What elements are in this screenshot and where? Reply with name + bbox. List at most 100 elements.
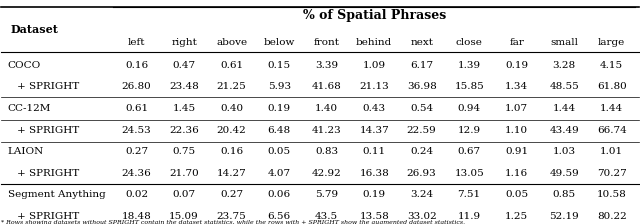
Text: 0.61: 0.61 (220, 61, 243, 70)
Text: 52.19: 52.19 (549, 212, 579, 221)
Text: behind: behind (356, 38, 392, 47)
Text: 21.25: 21.25 (217, 82, 246, 91)
Text: 1.34: 1.34 (505, 82, 528, 91)
Text: * Rows showing datasets without SPRIGHT contain the dataset statistics, while th: * Rows showing datasets without SPRIGHT … (1, 220, 465, 224)
Text: 1.39: 1.39 (458, 61, 481, 70)
Text: 36.98: 36.98 (407, 82, 436, 91)
Text: 1.45: 1.45 (173, 104, 196, 113)
Text: 23.75: 23.75 (217, 212, 246, 221)
Text: 0.43: 0.43 (363, 104, 386, 113)
Text: 10.58: 10.58 (596, 190, 627, 199)
Text: 80.22: 80.22 (596, 212, 627, 221)
Text: 41.23: 41.23 (312, 126, 342, 135)
Text: 6.17: 6.17 (410, 61, 433, 70)
Text: 1.44: 1.44 (600, 104, 623, 113)
Text: 1.09: 1.09 (363, 61, 386, 70)
Text: 33.02: 33.02 (407, 212, 436, 221)
Text: 21.70: 21.70 (170, 169, 199, 178)
Text: 5.93: 5.93 (268, 82, 291, 91)
Text: 0.40: 0.40 (220, 104, 243, 113)
Text: above: above (216, 38, 247, 47)
Text: 0.15: 0.15 (268, 61, 291, 70)
Text: 3.24: 3.24 (410, 190, 433, 199)
Text: 13.05: 13.05 (454, 169, 484, 178)
Text: 6.48: 6.48 (268, 126, 291, 135)
Text: 0.11: 0.11 (363, 147, 386, 156)
Text: 1.40: 1.40 (315, 104, 338, 113)
Text: 66.74: 66.74 (596, 126, 627, 135)
Text: 61.80: 61.80 (596, 82, 627, 91)
Text: 0.27: 0.27 (125, 147, 148, 156)
Text: 0.16: 0.16 (125, 61, 148, 70)
Text: 0.05: 0.05 (268, 147, 291, 156)
Text: small: small (550, 38, 578, 47)
Text: 4.15: 4.15 (600, 61, 623, 70)
Text: 1.10: 1.10 (505, 126, 528, 135)
Text: 0.91: 0.91 (505, 147, 528, 156)
Text: 20.42: 20.42 (217, 126, 246, 135)
Text: LAION: LAION (8, 147, 44, 156)
Text: + SPRIGHT: + SPRIGHT (17, 126, 79, 135)
Text: + SPRIGHT: + SPRIGHT (17, 82, 79, 91)
Text: CC-12M: CC-12M (8, 104, 51, 113)
Text: 1.07: 1.07 (505, 104, 528, 113)
Text: 7.51: 7.51 (458, 190, 481, 199)
Text: 0.61: 0.61 (125, 104, 148, 113)
Text: 42.92: 42.92 (312, 169, 342, 178)
Text: + SPRIGHT: + SPRIGHT (17, 169, 79, 178)
Text: 0.19: 0.19 (268, 104, 291, 113)
Text: 1.44: 1.44 (552, 104, 576, 113)
Text: 13.58: 13.58 (359, 212, 389, 221)
Text: 26.80: 26.80 (122, 82, 152, 91)
Text: 0.02: 0.02 (125, 190, 148, 199)
Text: + SPRIGHT: + SPRIGHT (17, 212, 79, 221)
Text: 0.67: 0.67 (458, 147, 481, 156)
Text: 0.16: 0.16 (220, 147, 243, 156)
Text: below: below (264, 38, 295, 47)
Text: right: right (172, 38, 197, 47)
Text: front: front (314, 38, 340, 47)
Text: 18.48: 18.48 (122, 212, 152, 221)
Text: % of Spatial Phrases: % of Spatial Phrases (303, 9, 446, 22)
Text: 0.19: 0.19 (505, 61, 528, 70)
Text: 70.27: 70.27 (596, 169, 627, 178)
Text: 0.19: 0.19 (363, 190, 386, 199)
Text: 0.47: 0.47 (173, 61, 196, 70)
Text: 3.39: 3.39 (315, 61, 338, 70)
Text: 43.49: 43.49 (549, 126, 579, 135)
Text: 0.07: 0.07 (173, 190, 196, 199)
Text: 14.27: 14.27 (217, 169, 246, 178)
Text: 0.85: 0.85 (552, 190, 576, 199)
Text: left: left (128, 38, 145, 47)
Text: 0.83: 0.83 (315, 147, 338, 156)
Text: 15.09: 15.09 (170, 212, 199, 221)
Text: 48.55: 48.55 (549, 82, 579, 91)
Text: large: large (598, 38, 625, 47)
Text: Dataset: Dataset (11, 24, 59, 35)
Text: next: next (410, 38, 433, 47)
Text: 5.79: 5.79 (315, 190, 338, 199)
Text: 0.06: 0.06 (268, 190, 291, 199)
Text: close: close (456, 38, 483, 47)
Text: 14.37: 14.37 (359, 126, 389, 135)
Text: 24.53: 24.53 (122, 126, 152, 135)
Text: 21.13: 21.13 (359, 82, 389, 91)
Text: 15.85: 15.85 (454, 82, 484, 91)
Text: 16.38: 16.38 (359, 169, 389, 178)
Text: 43.5: 43.5 (315, 212, 338, 221)
Text: 11.9: 11.9 (458, 212, 481, 221)
Text: 1.01: 1.01 (600, 147, 623, 156)
Text: 0.24: 0.24 (410, 147, 433, 156)
Text: 1.03: 1.03 (552, 147, 576, 156)
Text: 1.25: 1.25 (505, 212, 528, 221)
Text: 26.93: 26.93 (407, 169, 436, 178)
Text: 6.56: 6.56 (268, 212, 291, 221)
Text: COCO: COCO (8, 61, 41, 70)
Text: 41.68: 41.68 (312, 82, 342, 91)
Text: Segment Anything: Segment Anything (8, 190, 106, 199)
Text: 23.48: 23.48 (170, 82, 199, 91)
Text: 0.75: 0.75 (173, 147, 196, 156)
Text: far: far (509, 38, 524, 47)
Text: 0.27: 0.27 (220, 190, 243, 199)
Text: 0.94: 0.94 (458, 104, 481, 113)
